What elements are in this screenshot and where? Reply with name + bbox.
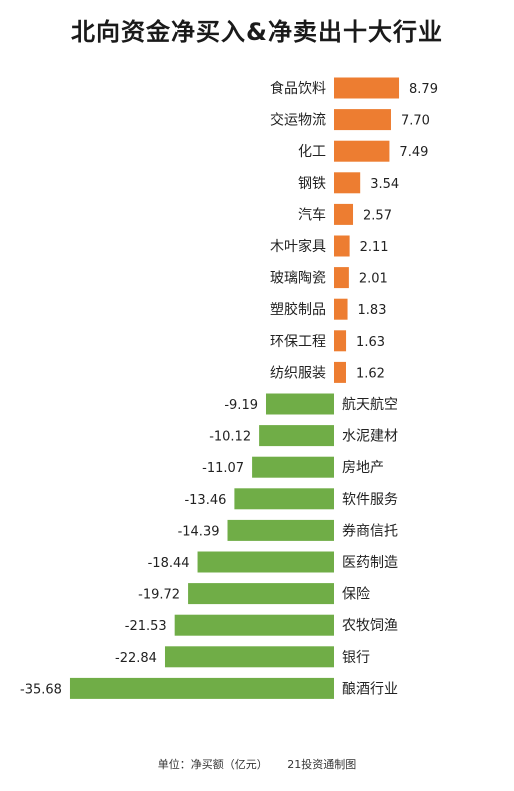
category-label-2: 化工 [298, 144, 326, 160]
bar-19 [69, 677, 334, 699]
bar-15 [197, 551, 334, 573]
bar-13 [234, 488, 334, 510]
labels-layer: 食品饮料 8.79 交运物流 7.70 化工 7.49 钢铁 3.54 汽车 2.57 木叶家具 2.… [20, 80, 438, 697]
value-label-6: 2.01 [359, 272, 388, 287]
value-label-1: 7.70 [401, 114, 430, 129]
bar-8 [334, 330, 347, 352]
category-label-5: 木叶家具 [270, 238, 326, 255]
value-label-9: 1.62 [356, 366, 385, 381]
category-label-9: 纺织服装 [270, 365, 326, 381]
category-label-10: 航天航空 [342, 397, 398, 413]
value-label-11: -10.12 [209, 430, 251, 445]
value-label-10: -9.19 [224, 398, 258, 413]
bar-6 [334, 267, 349, 289]
bar-1 [334, 109, 391, 131]
bar-3 [334, 172, 361, 194]
chart-footer: 单位：净买额（亿元） 21投资通制图 [0, 756, 514, 772]
bar-18 [164, 646, 334, 668]
value-label-18: -22.84 [115, 651, 157, 666]
unit-note: 单位：净买额（亿元） [157, 758, 268, 771]
source-note: 21投资通制图 [287, 758, 357, 771]
category-label-16: 保险 [342, 587, 370, 603]
chart-title: 北向资金净买入&净卖出十大行业 [71, 18, 443, 46]
category-label-4: 汽车 [298, 206, 326, 223]
value-label-14: -14.39 [178, 524, 220, 539]
bar-10 [265, 393, 334, 415]
bar-11 [259, 425, 334, 447]
category-label-11: 水泥建材 [342, 429, 398, 445]
value-label-5: 2.11 [360, 240, 389, 255]
value-label-7: 1.83 [358, 303, 387, 318]
category-label-19: 酿酒行业 [342, 681, 398, 697]
bar-9 [334, 361, 346, 383]
category-label-3: 钢铁 [298, 176, 326, 192]
category-label-14: 券商信托 [342, 523, 398, 539]
bar-14 [227, 519, 334, 541]
category-label-8: 环保工程 [270, 334, 326, 350]
value-label-13: -13.46 [184, 493, 226, 508]
category-label-13: 软件服务 [342, 492, 398, 508]
value-label-16: -19.72 [138, 588, 180, 603]
category-label-6: 玻璃陶瓷 [270, 270, 326, 287]
value-label-15: -18.44 [148, 556, 190, 571]
value-label-2: 7.49 [399, 145, 428, 160]
bar-7 [334, 298, 348, 320]
value-label-3: 3.54 [370, 177, 399, 192]
value-label-0: 8.79 [409, 82, 438, 97]
category-label-18: 银行 [342, 650, 370, 666]
value-label-12: -11.07 [202, 461, 244, 476]
bar-0 [334, 77, 400, 99]
value-label-4: 2.57 [363, 208, 392, 223]
bar-5 [334, 235, 350, 257]
bar-2 [334, 140, 390, 162]
value-label-19: -35.68 [20, 682, 62, 697]
value-label-17: -21.53 [125, 619, 167, 634]
bar-17 [174, 614, 334, 636]
category-label-1: 交运物流 [270, 112, 326, 129]
category-label-12: 房地产 [342, 460, 384, 476]
category-label-0: 食品饮料 [270, 80, 326, 97]
bar-4 [334, 203, 354, 225]
bar-12 [252, 456, 334, 478]
category-label-15: 医药制造 [342, 555, 398, 571]
value-label-8: 1.63 [356, 335, 385, 350]
bars-layer [69, 77, 400, 699]
category-label-7: 塑胶制品 [270, 301, 326, 318]
category-label-17: 农牧饲渔 [342, 618, 398, 634]
bar-16 [188, 583, 334, 605]
